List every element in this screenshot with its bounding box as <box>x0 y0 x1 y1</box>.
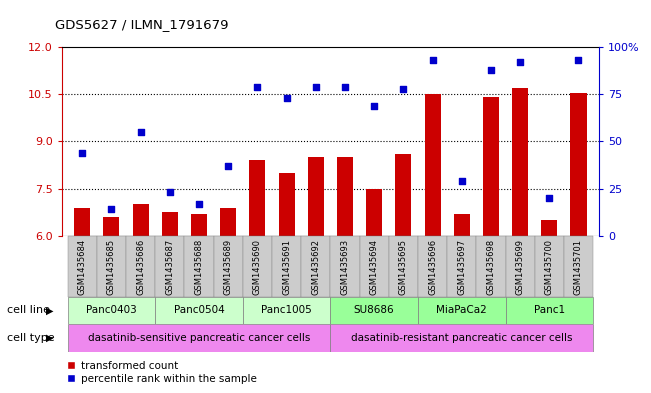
Point <box>252 84 262 90</box>
Text: GSM1435698: GSM1435698 <box>486 239 495 295</box>
Text: GSM1435692: GSM1435692 <box>311 239 320 295</box>
Bar <box>506 236 534 297</box>
Text: GSM1435684: GSM1435684 <box>77 239 87 295</box>
Point <box>574 57 584 64</box>
Bar <box>331 236 359 297</box>
Bar <box>359 236 389 297</box>
Text: Panc0403: Panc0403 <box>86 305 137 316</box>
Bar <box>272 236 301 297</box>
Bar <box>126 236 155 297</box>
Point <box>398 86 409 92</box>
Bar <box>191 214 207 236</box>
Bar <box>534 236 564 297</box>
Text: GSM1435688: GSM1435688 <box>195 239 204 295</box>
Bar <box>243 297 331 324</box>
Point <box>427 57 437 64</box>
Point <box>281 95 292 101</box>
Bar <box>418 297 506 324</box>
Bar <box>331 324 593 352</box>
Bar <box>418 236 447 297</box>
Text: GSM1435689: GSM1435689 <box>224 239 232 295</box>
Point <box>106 206 117 213</box>
Text: GSM1435694: GSM1435694 <box>370 239 379 295</box>
Bar <box>477 236 506 297</box>
Text: GSM1435699: GSM1435699 <box>516 239 525 295</box>
Bar <box>395 154 411 236</box>
Bar <box>337 157 353 236</box>
Point <box>194 200 204 207</box>
Text: ▶: ▶ <box>46 305 53 316</box>
Bar <box>162 212 178 236</box>
Point <box>340 84 350 90</box>
Text: cell line: cell line <box>7 305 49 316</box>
Bar <box>68 324 331 352</box>
Bar <box>389 236 418 297</box>
Text: GSM1435691: GSM1435691 <box>282 239 291 295</box>
Text: MiaPaCa2: MiaPaCa2 <box>436 305 487 316</box>
Bar <box>512 88 528 236</box>
Point <box>165 189 175 196</box>
Text: Panc0504: Panc0504 <box>174 305 225 316</box>
Bar <box>279 173 295 236</box>
Bar <box>155 297 243 324</box>
Legend: transformed count, percentile rank within the sample: transformed count, percentile rank withi… <box>67 361 256 384</box>
Text: GSM1435686: GSM1435686 <box>136 239 145 295</box>
Text: GSM1435685: GSM1435685 <box>107 239 116 295</box>
Bar <box>331 297 418 324</box>
Point <box>135 129 146 135</box>
Bar <box>570 93 587 236</box>
Text: cell type: cell type <box>7 333 54 343</box>
Bar <box>308 157 324 236</box>
Bar <box>301 236 331 297</box>
Bar <box>97 236 126 297</box>
Bar <box>564 236 593 297</box>
Bar <box>184 236 214 297</box>
Text: GSM1435693: GSM1435693 <box>340 239 350 295</box>
Bar <box>68 297 155 324</box>
Text: GSM1435696: GSM1435696 <box>428 239 437 295</box>
Bar <box>74 208 90 236</box>
Bar <box>243 236 272 297</box>
Point <box>77 150 87 156</box>
Text: dasatinib-resistant pancreatic cancer cells: dasatinib-resistant pancreatic cancer ce… <box>351 333 572 343</box>
Point <box>369 103 380 109</box>
Point <box>544 195 555 201</box>
Text: GSM1435695: GSM1435695 <box>399 239 408 295</box>
Bar <box>133 204 148 236</box>
Bar <box>366 189 382 236</box>
Point <box>456 178 467 184</box>
Text: GSM1435690: GSM1435690 <box>253 239 262 295</box>
Text: Panc1: Panc1 <box>534 305 565 316</box>
Text: GSM1435700: GSM1435700 <box>545 239 554 295</box>
Bar <box>68 236 97 297</box>
Text: GSM1435687: GSM1435687 <box>165 239 174 295</box>
Text: Panc1005: Panc1005 <box>261 305 312 316</box>
Text: GSM1435701: GSM1435701 <box>574 239 583 295</box>
Bar <box>483 97 499 236</box>
Bar <box>104 217 120 236</box>
Bar <box>447 236 477 297</box>
Text: ▶: ▶ <box>46 333 53 343</box>
Bar <box>214 236 243 297</box>
Text: GDS5627 / ILMN_1791679: GDS5627 / ILMN_1791679 <box>55 18 229 31</box>
Text: GSM1435697: GSM1435697 <box>457 239 466 295</box>
Bar <box>454 214 470 236</box>
Text: SU8686: SU8686 <box>354 305 395 316</box>
Point <box>486 67 496 73</box>
Bar <box>220 208 236 236</box>
Bar <box>155 236 184 297</box>
Bar <box>541 220 557 236</box>
Point <box>515 59 525 65</box>
Point <box>311 84 321 90</box>
Point <box>223 163 234 169</box>
Bar <box>506 297 593 324</box>
Text: dasatinib-sensitive pancreatic cancer cells: dasatinib-sensitive pancreatic cancer ce… <box>88 333 311 343</box>
Bar <box>249 160 266 236</box>
Bar <box>424 94 441 236</box>
